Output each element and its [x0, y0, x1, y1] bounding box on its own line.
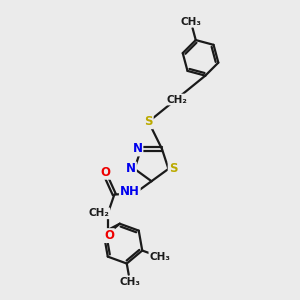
Text: N: N [132, 142, 142, 155]
Text: CH₂: CH₂ [88, 208, 109, 218]
Text: O: O [100, 166, 110, 179]
Text: CH₃: CH₃ [149, 252, 170, 262]
Text: S: S [144, 115, 153, 128]
Text: S: S [169, 162, 177, 176]
Text: NH: NH [120, 185, 140, 198]
Text: N: N [126, 162, 136, 176]
Text: CH₃: CH₃ [180, 17, 201, 27]
Text: CH₂: CH₂ [167, 94, 188, 104]
Text: O: O [104, 229, 114, 242]
Text: CH₃: CH₃ [119, 277, 140, 287]
